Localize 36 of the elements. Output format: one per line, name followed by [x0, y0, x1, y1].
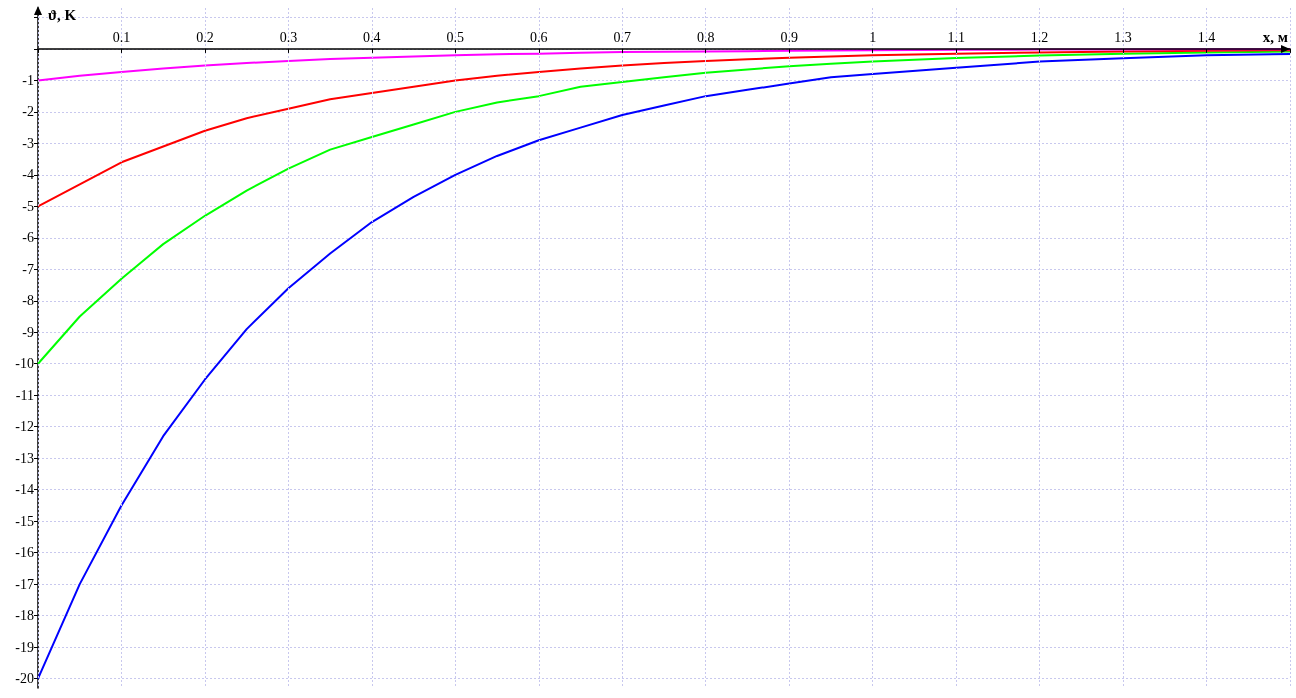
- x-tick-label: 0.8: [696, 30, 715, 46]
- y-tick-label: -11: [15, 387, 34, 403]
- y-tick-label: -10: [15, 356, 34, 372]
- y-tick-label: -19: [15, 639, 34, 655]
- x-tick-label: 1.2: [1030, 30, 1049, 46]
- x-tick-label: 1: [869, 30, 877, 46]
- y-axis-title: ϑ, K: [48, 6, 77, 23]
- x-tick-label: 0.5: [446, 30, 465, 46]
- y-tick-label: -3: [22, 135, 34, 151]
- x-tick-label: 1.4: [1197, 30, 1216, 46]
- y-tick-label: -14: [15, 482, 34, 498]
- x-tick-label: 1.1: [947, 30, 965, 46]
- x-tick-label: 0.1: [112, 30, 131, 46]
- y-tick-label: -15: [15, 513, 34, 529]
- x-tick-label: 0.6: [530, 30, 548, 46]
- y-tick-label: -4: [22, 167, 34, 183]
- y-tick-label: -16: [15, 545, 34, 561]
- y-tick-label: -20: [15, 671, 34, 687]
- y-tick-label: -2: [22, 104, 34, 120]
- x-tick-label: 1.3: [1114, 30, 1132, 46]
- y-tick-label: -6: [22, 230, 34, 246]
- y-tick-label: -1: [22, 72, 34, 88]
- x-tick-label: 0.4: [363, 30, 381, 46]
- y-tick-label: -13: [15, 450, 34, 466]
- x-tick-label: 0.3: [279, 30, 298, 46]
- x-tick-label: 0.9: [780, 30, 798, 46]
- y-tick-label: -12: [15, 419, 34, 435]
- y-tick-label: -8: [22, 293, 34, 309]
- y-tick-label: -18: [15, 608, 34, 624]
- y-tick-label: -5: [22, 198, 34, 214]
- y-tick-label: -7: [22, 261, 34, 277]
- x-tick-label: 0.7: [613, 30, 632, 46]
- y-tick-label: -17: [15, 576, 34, 592]
- y-tick-label: -9: [22, 324, 34, 340]
- x-tick-label: 0.2: [196, 30, 214, 46]
- x-axis-title: x, м: [1262, 29, 1288, 46]
